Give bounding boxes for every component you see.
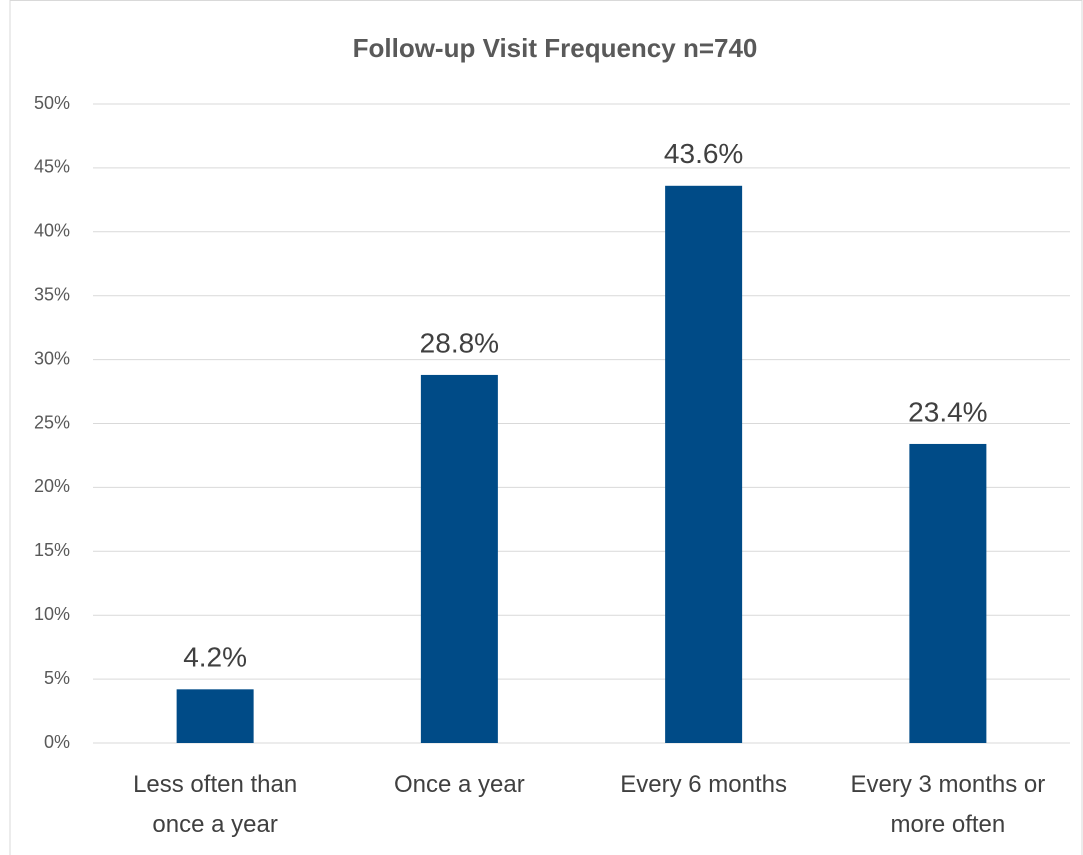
bar [176,689,254,743]
y-tick-label: 5% [44,668,70,688]
data-label: 23.4% [908,396,987,427]
y-tick-label: 10% [34,604,70,624]
bar [420,374,498,743]
y-tick-label: 25% [34,412,70,432]
y-tick-label: 0% [44,732,70,752]
x-tick-label: Less often than once a year [133,771,298,838]
chart-title: Follow-up Visit Frequency n=740 [353,33,758,63]
y-tick-label: 50% [34,93,70,113]
bar [665,185,743,744]
data-label: 4.2% [183,642,247,673]
bar [909,443,987,743]
y-tick-label: 30% [34,348,70,368]
data-label: 28.8% [420,327,499,358]
y-tick-label: 45% [34,157,70,177]
x-tick-label: Once a year [394,771,525,798]
y-tick-label: 15% [34,540,70,560]
x-tick-label: Every 6 months [620,771,787,798]
y-tick-label: 20% [34,476,70,496]
data-label: 43.6% [664,138,743,169]
y-tick-label: 40% [34,221,70,241]
chart-border [9,0,1083,855]
y-tick-label: 35% [34,284,70,304]
x-tick-label: Every 3 months or more often [850,771,1046,838]
